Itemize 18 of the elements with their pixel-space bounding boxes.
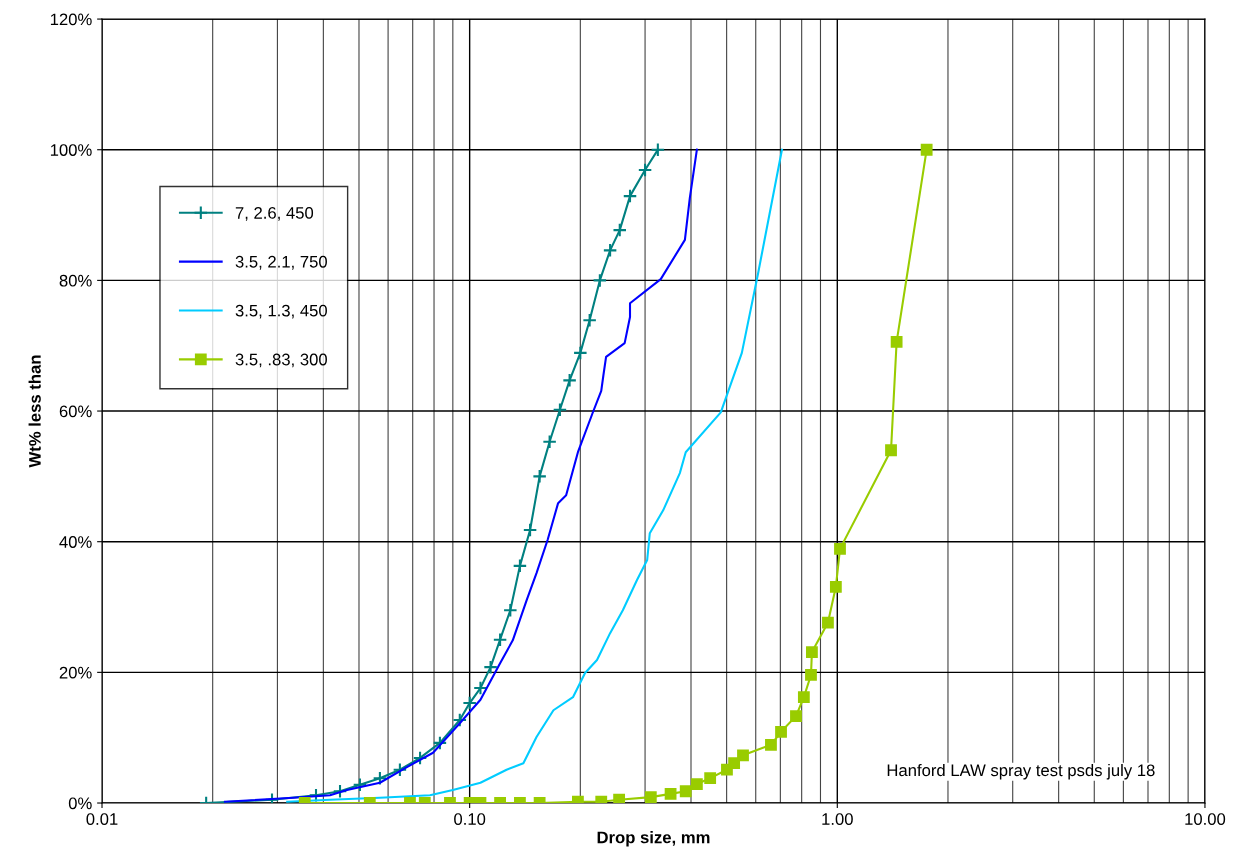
- y-axis-title: Wt% less than: [28, 355, 41, 468]
- x-axis-title: Drop size, mm: [597, 831, 710, 847]
- y-tick-label: 0%: [68, 797, 92, 810]
- y-tick-label: 100%: [50, 144, 92, 156]
- y-tick-label: 20%: [59, 666, 92, 679]
- y-tick-label: 40%: [59, 536, 92, 548]
- y-tick-label: 120%: [50, 13, 92, 26]
- x-tick-label: 1.00: [822, 813, 853, 825]
- x-tick-label: 0.01: [86, 813, 118, 825]
- annotation: Hanford LAW spray test psds july 18: [887, 763, 1155, 780]
- y-tick-label: 80%: [59, 274, 92, 287]
- legend-label: 3.5, 1.3, 450: [235, 304, 327, 319]
- legend-label: 3.5, .83, 300: [235, 353, 327, 368]
- y-tick-label: 60%: [59, 405, 92, 418]
- x-tick-label: 0.10: [454, 813, 486, 825]
- legend-label: 3.5, 2.1, 750: [235, 255, 327, 270]
- legend-label: 7, 2.6, 450: [235, 206, 314, 221]
- x-tick-label: 10.00: [1185, 813, 1226, 825]
